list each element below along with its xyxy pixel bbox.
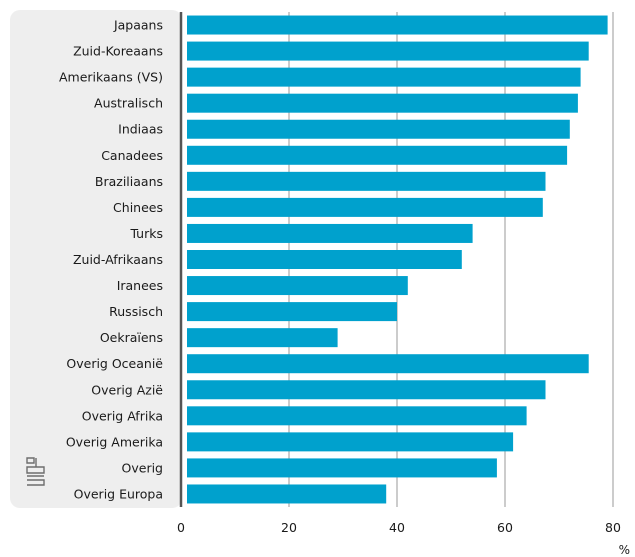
category-label: Overig Azië xyxy=(91,382,163,397)
bar xyxy=(187,171,546,191)
x-tick-label: 80 xyxy=(605,520,621,535)
bar xyxy=(187,328,338,348)
bar xyxy=(187,67,581,87)
x-axis-unit: % xyxy=(619,543,630,557)
category-label: Zuid-Koreaans xyxy=(73,44,163,59)
bar xyxy=(187,406,527,426)
bars xyxy=(187,15,608,504)
bar xyxy=(187,119,570,139)
category-label: Overig Amerika xyxy=(66,434,163,449)
category-label: Japaans xyxy=(113,18,163,33)
category-label: Oekraïens xyxy=(100,330,163,345)
bar xyxy=(187,484,387,504)
x-tick-label: 40 xyxy=(389,520,405,535)
category-label: Zuid-Afrikaans xyxy=(73,252,163,267)
bar xyxy=(187,276,408,296)
bar xyxy=(187,197,543,217)
bar xyxy=(187,223,473,243)
category-label: Overig Oceanië xyxy=(66,356,163,371)
bar xyxy=(187,354,589,374)
bar xyxy=(187,302,397,322)
category-label: Overig xyxy=(122,460,163,475)
x-tick-label: 0 xyxy=(177,520,185,535)
category-label: Overig Europa xyxy=(74,486,163,501)
category-label: Overig Afrika xyxy=(82,408,163,423)
category-label: Russisch xyxy=(109,304,163,319)
bar xyxy=(187,458,497,478)
category-label: Chinees xyxy=(113,200,163,215)
bar xyxy=(187,432,514,452)
category-label: Australisch xyxy=(94,96,163,111)
category-label-panel xyxy=(10,10,182,508)
category-label: Canadees xyxy=(101,148,163,163)
bar xyxy=(187,145,568,165)
bar xyxy=(187,380,546,400)
bar xyxy=(187,93,578,113)
cbs-logo-icon xyxy=(26,457,45,486)
category-label: Turks xyxy=(129,226,163,241)
bar xyxy=(187,15,608,35)
bar xyxy=(187,41,589,61)
category-label: Indiaas xyxy=(118,122,163,137)
bar xyxy=(187,250,462,269)
category-label: Amerikaans (VS) xyxy=(59,70,163,85)
x-tick-label: 20 xyxy=(281,520,297,535)
category-label: Braziliaans xyxy=(95,174,163,189)
x-axis-tick-labels: 0 20 40 60 80 xyxy=(177,520,621,535)
category-labels: Japaans Zuid-Koreaans Amerikaans (VS) Austr… xyxy=(59,18,163,502)
x-tick-label: 60 xyxy=(497,520,513,535)
category-label: Iranees xyxy=(117,278,163,293)
